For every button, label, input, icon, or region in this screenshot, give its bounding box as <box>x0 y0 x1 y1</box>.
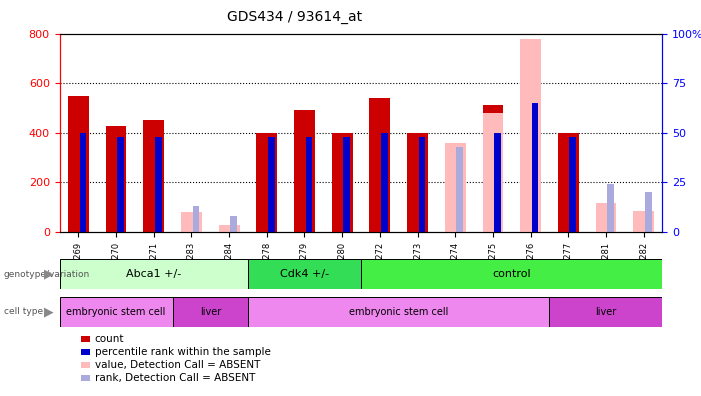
Bar <box>343 137 350 232</box>
Bar <box>569 137 576 232</box>
Text: count: count <box>95 333 124 344</box>
Bar <box>144 120 164 232</box>
Bar <box>361 259 662 289</box>
Bar <box>172 297 248 327</box>
Bar <box>155 137 162 232</box>
Text: ▶: ▶ <box>44 305 54 318</box>
Text: GDS434 / 93614_at: GDS434 / 93614_at <box>227 10 362 24</box>
Bar <box>596 203 616 232</box>
Bar <box>558 133 578 232</box>
Bar <box>306 137 313 232</box>
Bar <box>550 297 662 327</box>
Bar <box>445 143 465 232</box>
Text: value, Detection Call = ABSENT: value, Detection Call = ABSENT <box>95 360 260 370</box>
Text: genotype/variation: genotype/variation <box>4 270 90 279</box>
Bar <box>268 137 275 232</box>
Bar <box>68 95 89 232</box>
Text: cell type: cell type <box>4 307 43 316</box>
Bar <box>106 126 126 232</box>
Text: rank, Detection Call = ABSENT: rank, Detection Call = ABSENT <box>95 373 255 383</box>
Bar <box>494 133 501 232</box>
Bar <box>79 133 86 232</box>
Bar <box>456 147 463 232</box>
Bar <box>248 297 550 327</box>
Bar <box>181 212 202 232</box>
Text: Cdk4 +/-: Cdk4 +/- <box>280 269 329 279</box>
Bar <box>418 137 426 232</box>
Bar <box>193 206 199 232</box>
Bar <box>117 137 124 232</box>
Bar <box>482 105 503 232</box>
Bar <box>407 133 428 232</box>
Text: ▶: ▶ <box>44 268 54 281</box>
Bar <box>381 133 388 232</box>
Bar <box>219 225 240 232</box>
Bar <box>456 147 463 232</box>
Text: Abca1 +/-: Abca1 +/- <box>126 269 182 279</box>
Bar <box>482 113 503 232</box>
Text: embryonic stem cell: embryonic stem cell <box>67 307 166 317</box>
Bar <box>645 192 651 232</box>
Text: embryonic stem cell: embryonic stem cell <box>349 307 449 317</box>
Bar <box>60 297 172 327</box>
Bar <box>248 259 361 289</box>
Text: percentile rank within the sample: percentile rank within the sample <box>95 346 271 357</box>
Bar <box>60 259 248 289</box>
Bar <box>531 103 538 232</box>
Bar <box>332 133 353 232</box>
Bar <box>633 211 654 232</box>
Bar <box>369 98 390 232</box>
Bar <box>257 133 277 232</box>
Text: liver: liver <box>595 307 617 317</box>
Text: liver: liver <box>200 307 221 317</box>
Bar <box>607 184 614 232</box>
Bar <box>230 216 237 232</box>
Bar <box>294 110 315 232</box>
Text: control: control <box>492 269 531 279</box>
Bar <box>520 38 541 232</box>
